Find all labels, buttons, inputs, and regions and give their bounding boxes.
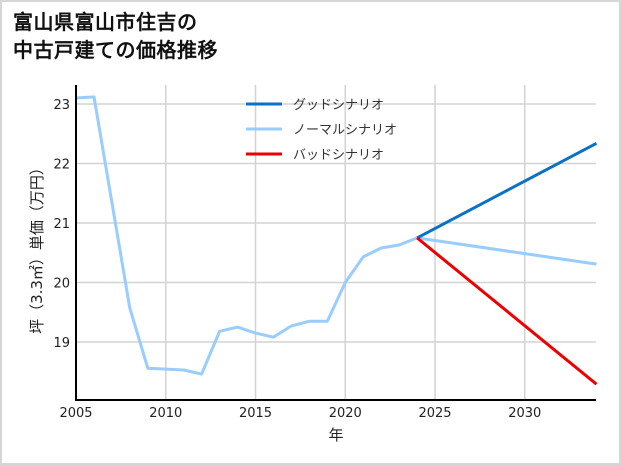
x-tick-label: 2025 xyxy=(418,406,451,421)
y-tick-label: 20 xyxy=(53,277,70,292)
series-line xyxy=(75,95,597,376)
series-line xyxy=(416,236,598,386)
y-axis-label: 坪（3.3㎡）単価（万円） xyxy=(28,160,46,334)
x-tick-label: 2015 xyxy=(239,406,272,421)
y-tick-label: 23 xyxy=(53,98,70,113)
y-tick-label: 22 xyxy=(53,158,70,173)
legend-label: グッドシナリオ xyxy=(293,98,384,113)
chart-title: 富山県富山市住吉の 中古戸建ての価格推移 xyxy=(13,8,218,64)
y-tick-label: 19 xyxy=(53,336,70,351)
title-line-2: 中古戸建ての価格推移 xyxy=(13,38,218,62)
legend-label: バッドシナリオ xyxy=(293,148,384,163)
x-tick-label: 2010 xyxy=(149,406,182,421)
series-line xyxy=(416,141,598,240)
title-line-1: 富山県富山市住吉の xyxy=(13,10,198,34)
x-tick-label: 2005 xyxy=(59,406,92,421)
x-axis-label: 年 xyxy=(328,426,343,444)
x-tick-label: 2020 xyxy=(329,406,362,421)
legend-label: ノーマルシナリオ xyxy=(293,123,397,138)
x-tick-label: 2030 xyxy=(508,406,541,421)
y-tick-label: 21 xyxy=(53,217,70,232)
